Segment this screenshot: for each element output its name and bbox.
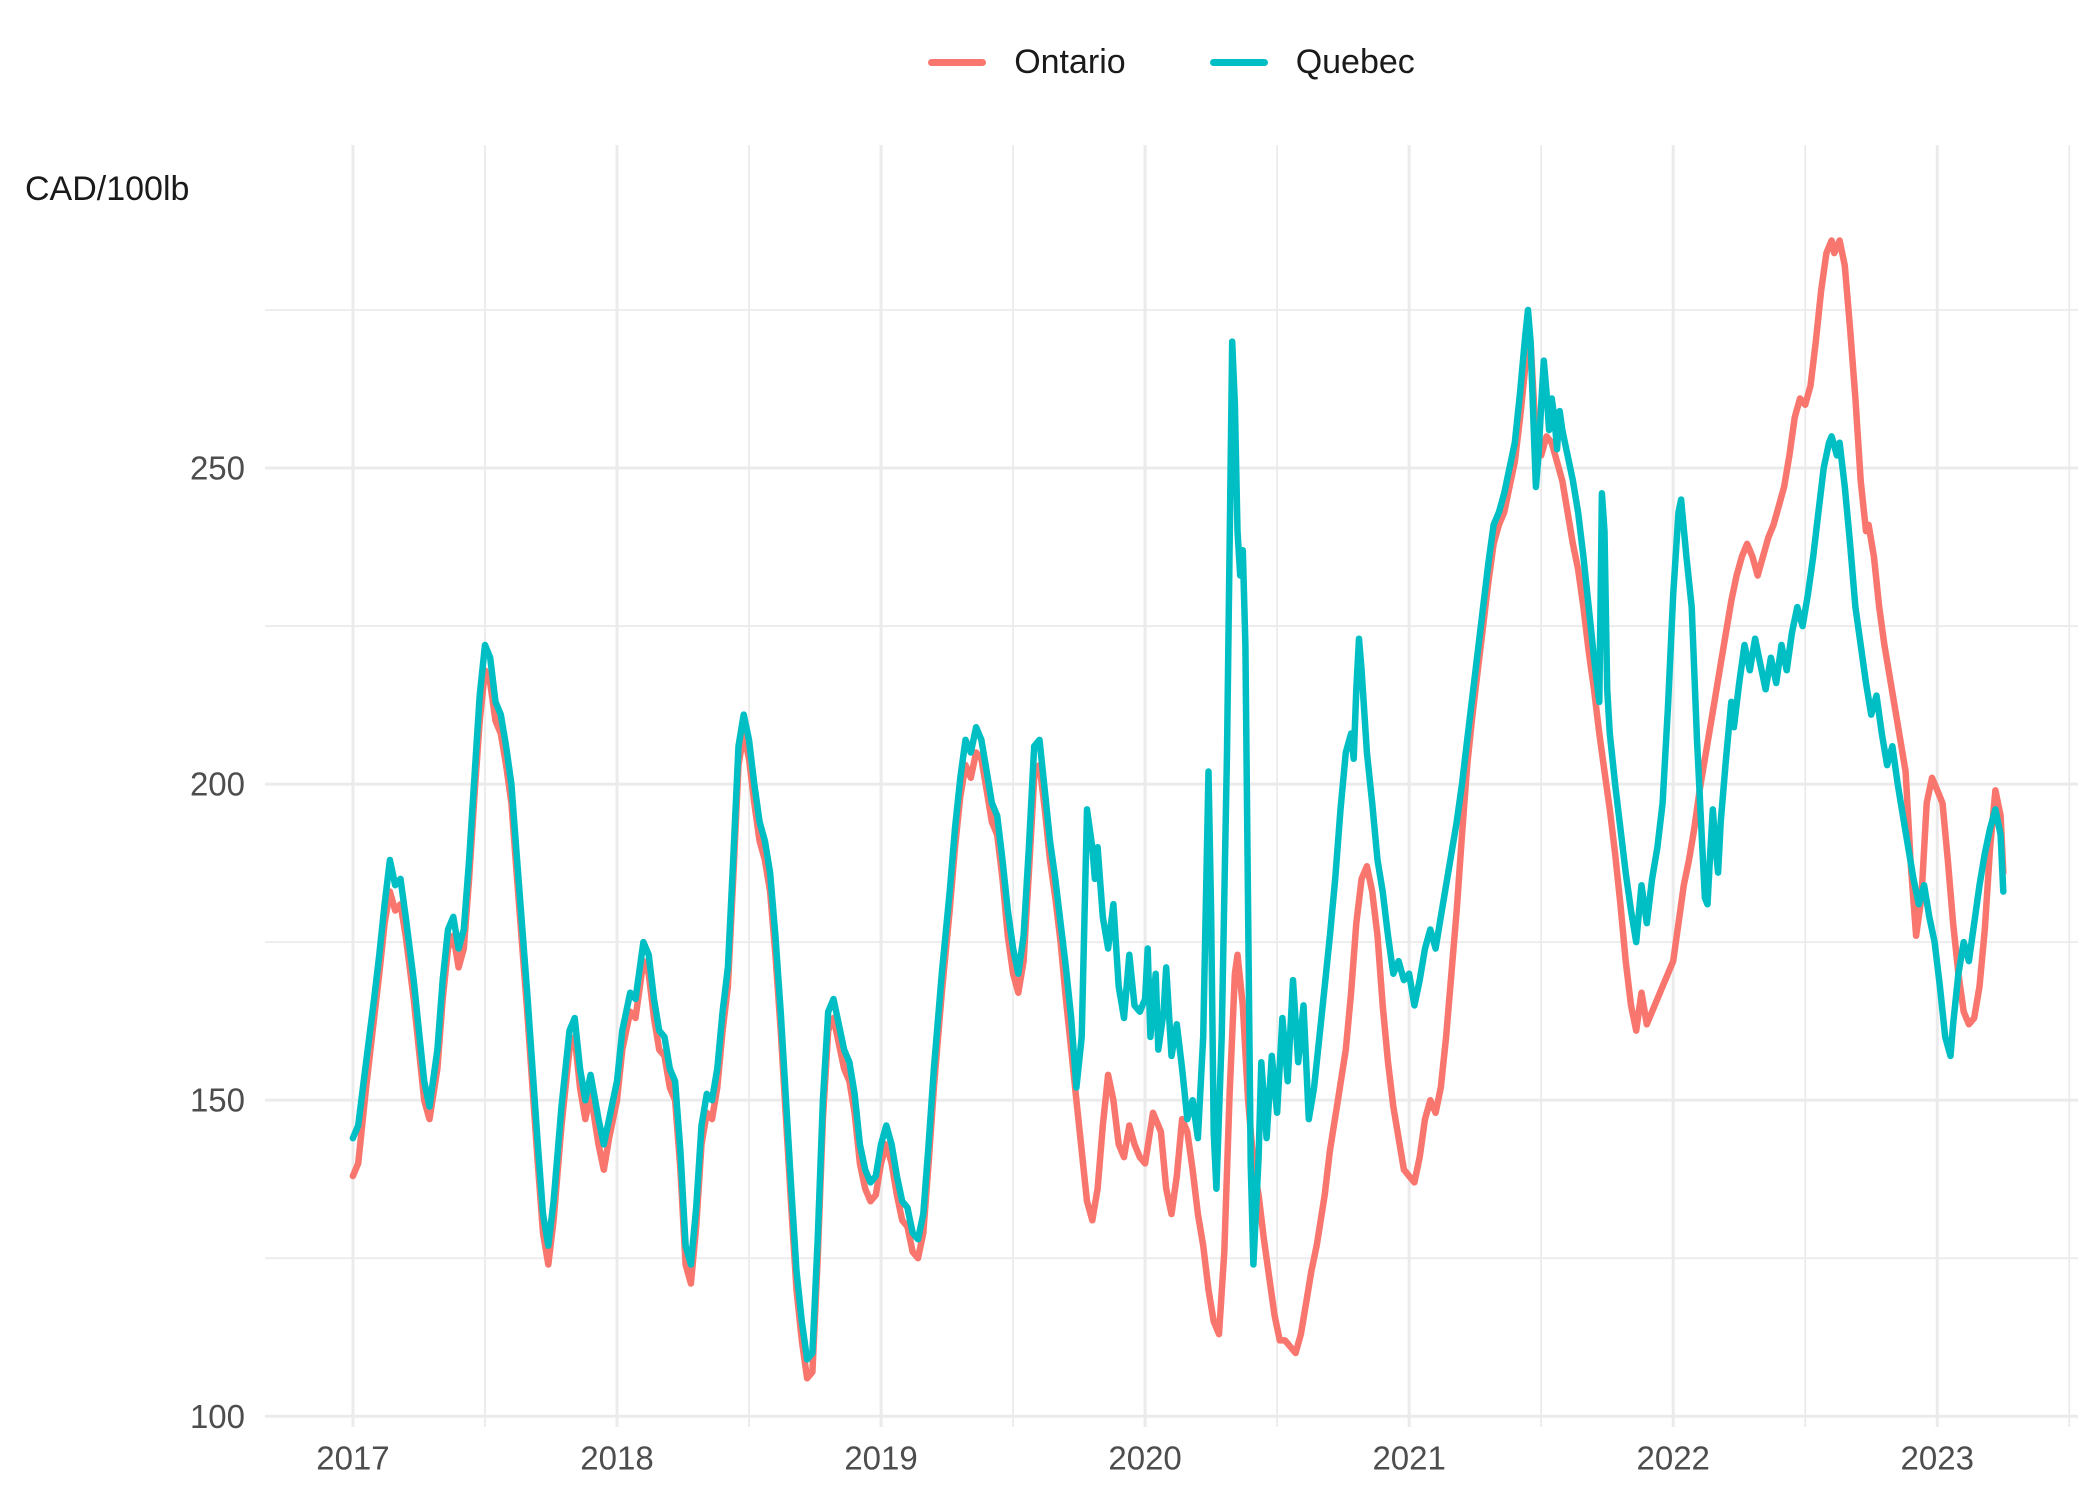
gridlines-minor [265, 145, 2078, 1427]
legend-item-ontario[interactable]: Ontario [928, 45, 1126, 79]
legend: Ontario Quebec [265, 36, 2078, 88]
y-axis-title: CAD/100lb [25, 170, 190, 208]
quebec-line-swatch-icon [1209, 58, 1268, 66]
series-line-quebec [349, 306, 2007, 1363]
y-tick-label-150: 150 [190, 1082, 245, 1119]
x-tick-label-2021: 2021 [1372, 1440, 1445, 1477]
x-tick-label-2017: 2017 [316, 1440, 389, 1477]
y-tick-label-250: 250 [190, 450, 245, 487]
series-lines [349, 237, 2007, 1382]
ontario-line-swatch-icon [928, 58, 987, 66]
legend-item-quebec[interactable]: Quebec [1209, 43, 1415, 81]
axis-tick-labels: 100 150 200 250 2017 2018 2019 2020 2021 2022 2023 [190, 450, 1974, 1477]
x-tick-label-2020: 2020 [1108, 1440, 1181, 1477]
x-tick-label-2023: 2023 [1901, 1440, 1974, 1477]
x-tick-label-2019: 2019 [844, 1440, 917, 1477]
legend-label-quebec: Quebec [1295, 43, 1415, 81]
x-tick-label-2018: 2018 [580, 1440, 653, 1477]
y-tick-label-200: 200 [190, 766, 245, 803]
x-tick-label-2022: 2022 [1636, 1440, 1709, 1477]
legend-label-ontario: Ontario [1014, 43, 1126, 81]
y-tick-label-100: 100 [190, 1398, 245, 1435]
series-line-ontario [349, 237, 2007, 1382]
